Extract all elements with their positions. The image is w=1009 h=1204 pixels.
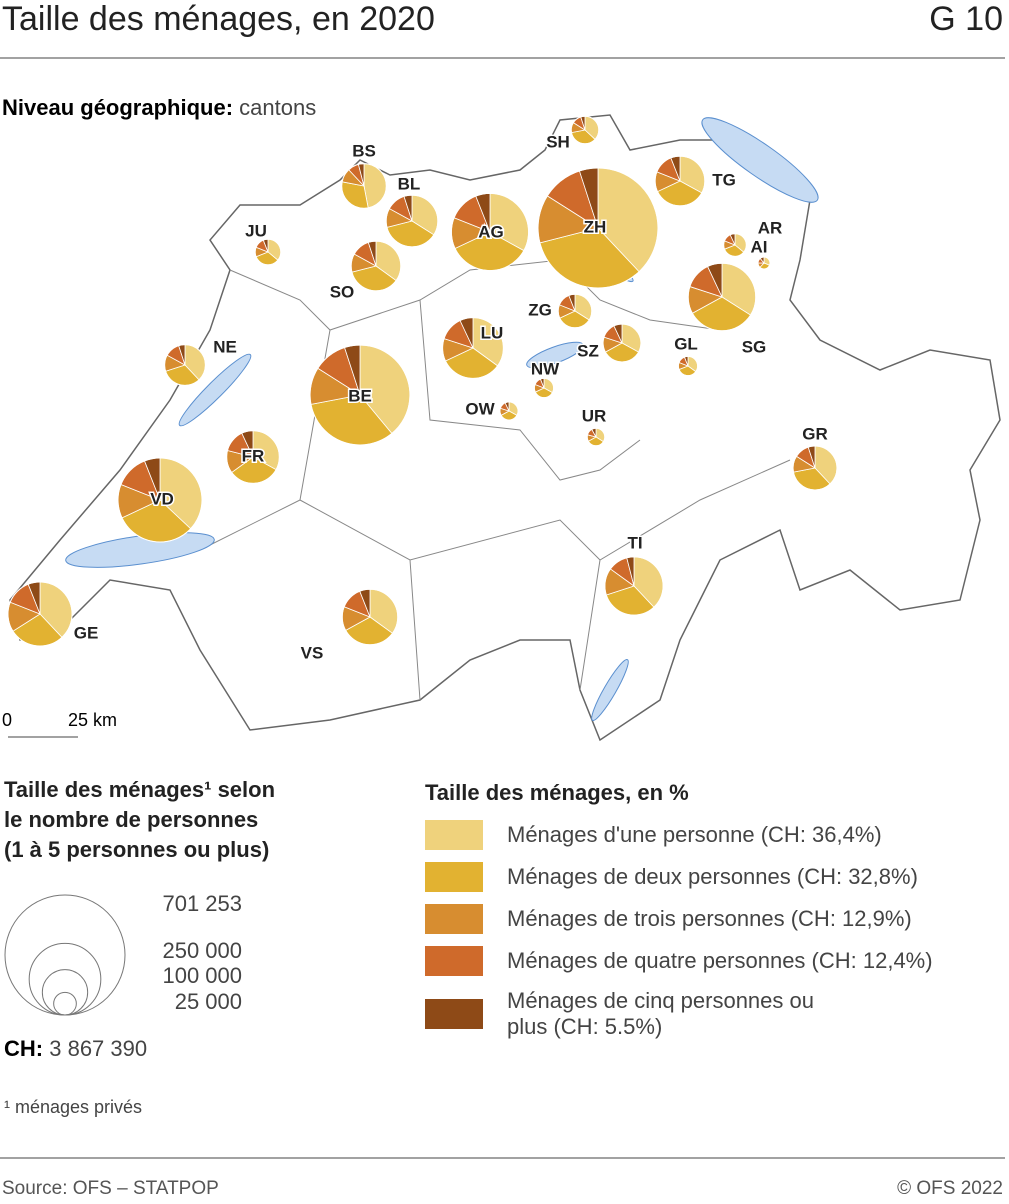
size-legend-circle [53,991,77,1016]
canton-label: GE [74,623,99,642]
legend-item: Ménages d'une personne (CH: 36,4%) [425,820,933,850]
canton-label: TG [712,170,736,189]
canton-label: GR [802,424,828,443]
canton-label: AI [751,237,768,256]
pie-outline [557,293,593,329]
canton-label: OW [465,399,495,418]
pie-outline [602,323,642,363]
size-legend-title: Taille des ménages¹ selon le nombre de pe… [4,775,275,865]
canton-label: SG [742,337,767,356]
pie-outline [164,344,206,386]
size-legend-title-line: Taille des ménages¹ selon [4,777,276,802]
canton-label: SO [330,282,355,301]
canton-label: VS [301,643,324,662]
pie-outline [341,588,399,646]
legend: Taille des ménages, en % Ménages d'une p… [425,780,933,1052]
size-legend-label: 25 000 [175,989,242,1014]
pie-outline [570,115,600,145]
legend-label: Ménages de trois personnes (CH: 12,9%) [507,906,912,931]
copyright: © OFS 2022 [897,1178,1003,1199]
total: CH: 3 867 390 [4,1036,147,1061]
footnote: ¹ ménages privés [4,1097,142,1117]
pie-outline [341,163,387,209]
legend-label: Ménages d'une personne (CH: 36,4%) [507,822,882,847]
legend-item: Ménages de trois personnes (CH: 12,9%) [425,904,933,934]
canton-label: AG [478,222,504,241]
legend-swatch [425,820,483,850]
pie-outline [117,457,203,543]
canton-label: ZH [584,217,607,236]
pie-outline [533,377,555,399]
pie-outline [385,194,439,248]
chart-code: G 10 [929,0,1003,38]
total-label: CH: [4,1036,43,1061]
pie-outline [792,445,838,491]
legend-item: Ménages de cinq personnes ou plus (CH: 5… [425,988,933,1040]
canton-label: AR [758,218,783,237]
map-level-label: Niveau géographique: [2,95,233,120]
canton-label: ZG [528,300,552,319]
canton-label: GL [674,334,698,353]
canton-label: LU [481,323,504,342]
legend-item: Ménages de deux personnes (CH: 32,8%) [425,862,933,892]
legend-title: Taille des ménages, en % [425,780,689,805]
pie-outline [757,256,771,270]
legend-swatch [425,946,483,976]
title: Taille des ménages, en 2020 [2,0,435,38]
pie-outline [654,155,706,207]
canton-label: SZ [577,341,599,360]
legend-item: Ménages de quatre personnes (CH: 12,4%) [425,946,933,976]
canton-label: FR [242,446,265,465]
scale-end: 25 km [68,710,117,730]
pie-outline [499,401,519,421]
pie-outline [450,192,530,272]
size-legend-circle [28,942,102,1016]
canton-label: SH [546,132,570,151]
pie-outline [350,240,402,292]
pie-outline [586,427,606,447]
map-level-value: cantons [239,95,316,120]
legend-label: Ménages de cinq personnes ou plus (CH: 5… [507,988,814,1039]
size-legend-circle [4,894,126,1016]
scale-start: 0 [2,710,12,730]
legend-swatch [425,999,483,1029]
canton-borders [199,259,791,701]
total-value: 3 867 390 [49,1036,147,1061]
pie-outline [226,430,280,484]
pie-outline [442,317,504,379]
pie-outline [687,262,757,332]
legend-swatch [425,862,483,892]
lakes [65,117,819,721]
size-legend-title-line: le nombre de personnes [4,807,259,832]
canton-label: NW [531,359,560,378]
source: Source: OFS – STATPOP [2,1178,219,1199]
pie-outline [254,238,282,266]
pie-outline [309,344,411,446]
size-legend-label: 100 000 [162,963,242,988]
map-level: Niveau géographique: cantons [2,95,316,120]
canton-label: VD [150,489,174,508]
legend-label: Ménages de deux personnes (CH: 32,8%) [507,864,918,889]
pie-outline [7,581,73,647]
canton-label: UR [582,406,607,425]
canton-label: BS [352,141,376,160]
pie-outline [677,355,699,377]
canton-label: BE [348,386,372,405]
canton-label: NE [213,337,237,356]
size-legend-title-line: (1 à 5 personnes ou plus) [4,837,270,862]
pie-outline [723,233,747,257]
canton-label: TI [627,533,642,552]
canton-label: BL [398,174,421,193]
legend-label: Ménages de quatre personnes (CH: 12,4%) [507,948,933,973]
size-legend-label: 250 000 [162,938,242,963]
pie-outline [537,167,659,289]
size-legend-label: 701 253 [162,891,242,916]
canton-label: JU [245,221,267,240]
legend-swatch [425,904,483,934]
country-outline [9,114,1001,742]
pie-outline [604,556,664,616]
